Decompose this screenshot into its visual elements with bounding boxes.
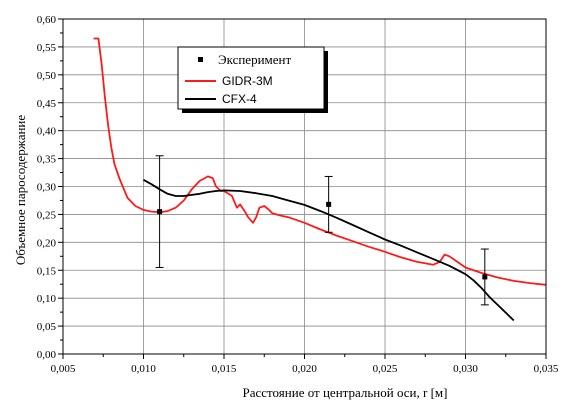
x-tick-label: 0,025 <box>373 363 398 375</box>
tick-labels: 0,005 0,010 0,015 0,020 0,025 0,030 0,035 0,00 0… <box>37 14 559 375</box>
data-point <box>482 274 488 280</box>
legend-label-cfx: CFX-4 <box>222 92 257 106</box>
y-tick-label: 0,20 <box>37 237 57 249</box>
y-tick-label: 0,30 <box>37 182 57 194</box>
x-tick-label: 0,005 <box>51 363 76 375</box>
x-tick-label: 0,010 <box>131 363 156 375</box>
x-tick-label: 0,015 <box>212 363 237 375</box>
y-tick-label: 0,60 <box>37 14 57 26</box>
data-point <box>326 201 332 207</box>
y-tick-label: 0,10 <box>37 293 57 305</box>
y-tick-label: 0,35 <box>37 154 57 166</box>
legend-label-gidr: GIDR-3M <box>222 74 273 88</box>
y-tick-label: 0,40 <box>37 126 57 138</box>
y-tick-label: 0,55 <box>37 42 57 54</box>
y-tick-label: 0,00 <box>37 349 57 361</box>
ticks <box>58 18 547 359</box>
y-tick-label: 0,25 <box>37 209 57 221</box>
x-tick-label: 0,030 <box>453 363 478 375</box>
series-line-cfx-4 <box>143 179 515 322</box>
y-tick-label: 0,45 <box>37 98 57 110</box>
legend-label-experiment: Эксперимент <box>218 52 291 67</box>
x-tick-label: 0,020 <box>292 363 317 375</box>
x-tick-label: 0,035 <box>534 363 559 375</box>
y-tick-label: 0,05 <box>37 321 57 333</box>
data-point <box>157 209 163 215</box>
y-axis-label: Объемное паросодержание <box>13 115 28 266</box>
x-axis-label: Расстояние от центральной оси, r [м] <box>243 385 448 400</box>
legend-marker-experiment <box>198 57 203 62</box>
legend: Эксперимент GIDR-3M CFX-4 <box>177 46 328 113</box>
series-layer <box>93 37 547 322</box>
y-tick-label: 0,15 <box>37 265 57 277</box>
y-tick-label: 0,50 <box>37 70 57 82</box>
